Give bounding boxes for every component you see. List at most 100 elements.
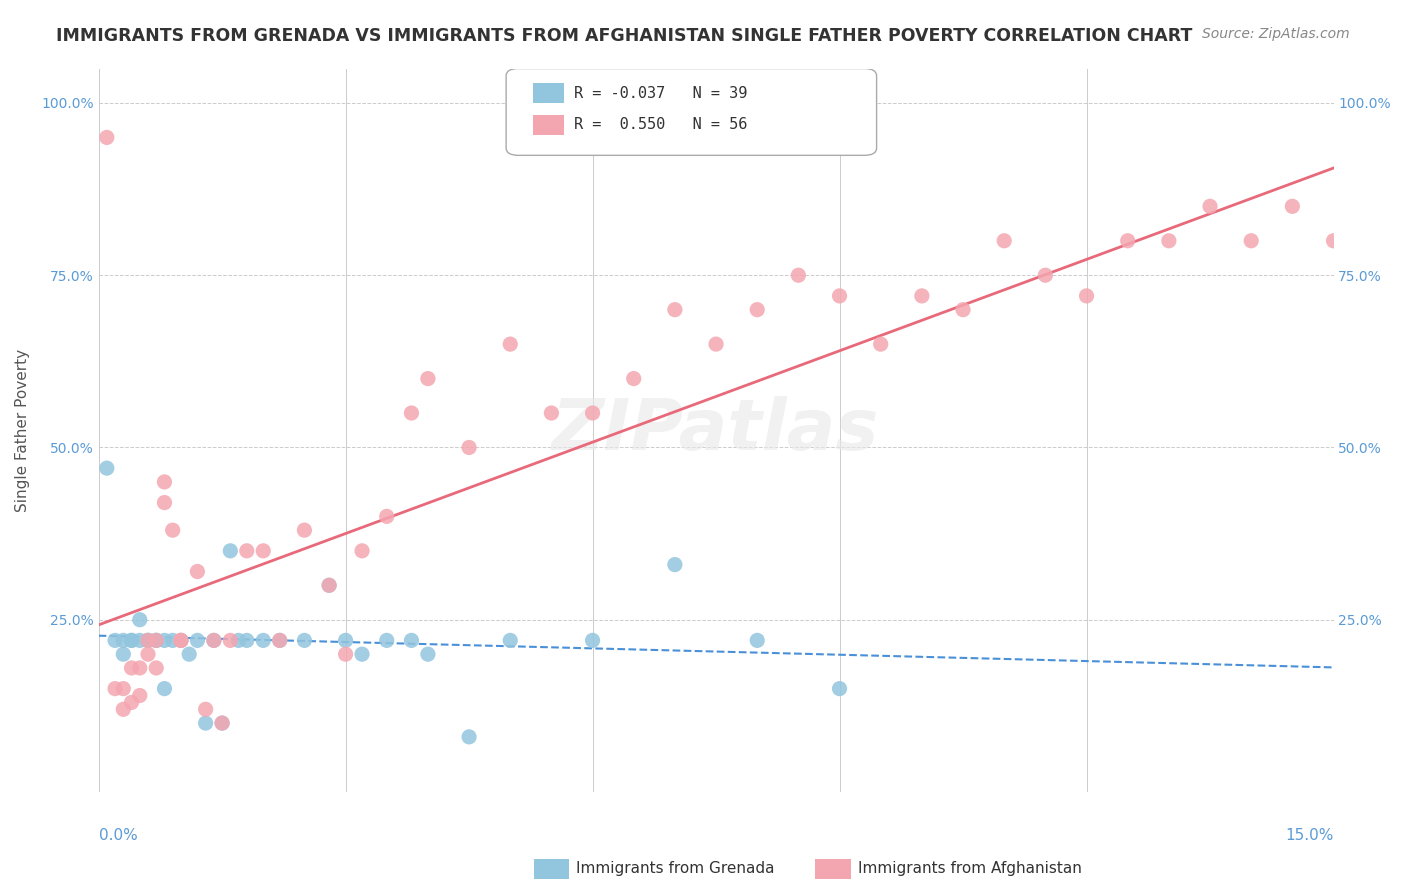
Point (747, 302, 769, 317)
Point (136, 633, 159, 648)
Point (1157, 234, 1180, 248)
Point (1405, 199, 1406, 213)
Point (136, 633, 159, 648)
Y-axis label: Single Father Poverty: Single Father Poverty (15, 349, 30, 512)
Point (96, 130, 118, 145)
Point (664, 558, 686, 572)
Point (335, 647, 357, 661)
Point (747, 633, 769, 648)
Point (179, 647, 201, 661)
Point (416, 647, 439, 661)
Point (828, 681, 851, 696)
Point (1116, 234, 1139, 248)
Point (375, 633, 398, 648)
Point (145, 633, 167, 648)
Point (112, 681, 135, 696)
Point (153, 495, 176, 509)
Point (186, 633, 208, 648)
Text: 15.0%: 15.0% (1285, 828, 1333, 843)
Point (219, 633, 242, 648)
Point (252, 633, 274, 648)
Point (112, 647, 135, 661)
Point (416, 371, 439, 385)
Point (1281, 199, 1303, 213)
Text: Source: ZipAtlas.com: Source: ZipAtlas.com (1202, 27, 1350, 41)
Point (145, 661, 167, 675)
Text: R =  0.550   N = 56: R = 0.550 N = 56 (574, 118, 748, 132)
Point (1035, 268, 1057, 283)
Point (993, 234, 1015, 248)
Point (352, 544, 374, 558)
Point (153, 475, 176, 489)
Point (294, 523, 316, 537)
Point (952, 302, 974, 317)
Point (401, 633, 423, 648)
Point (121, 633, 143, 648)
Point (211, 716, 233, 731)
Point (294, 633, 316, 648)
Point (352, 647, 374, 661)
Point (318, 578, 340, 592)
Point (128, 689, 150, 703)
Point (1076, 289, 1098, 303)
Point (121, 633, 143, 648)
Point (162, 523, 184, 537)
Point (145, 633, 167, 648)
Point (112, 702, 135, 716)
Point (401, 406, 423, 420)
Point (787, 268, 810, 283)
Text: Immigrants from Afghanistan: Immigrants from Afghanistan (858, 862, 1081, 876)
Point (104, 633, 127, 648)
Point (121, 661, 143, 675)
Point (96, 461, 118, 475)
Point (153, 633, 176, 648)
Point (153, 681, 176, 696)
Point (1240, 234, 1263, 248)
Text: 0.0%: 0.0% (98, 828, 138, 843)
Point (219, 544, 242, 558)
Point (128, 613, 150, 627)
Point (581, 406, 603, 420)
Point (202, 633, 225, 648)
Point (375, 509, 398, 524)
Point (170, 633, 193, 648)
FancyBboxPatch shape (506, 69, 876, 155)
Point (869, 337, 891, 351)
Point (499, 633, 522, 648)
Point (236, 633, 259, 648)
Point (236, 544, 259, 558)
Text: Immigrants from Grenada: Immigrants from Grenada (576, 862, 775, 876)
Point (128, 633, 150, 648)
Point (121, 695, 143, 709)
Point (194, 702, 217, 716)
Point (318, 578, 340, 592)
Point (704, 337, 727, 351)
Point (911, 289, 934, 303)
Point (202, 633, 225, 648)
Point (104, 681, 127, 696)
Point (1364, 219, 1386, 234)
Point (170, 633, 193, 648)
Point (252, 544, 274, 558)
Point (269, 633, 291, 648)
Point (128, 661, 150, 675)
Point (664, 302, 686, 317)
Point (540, 406, 562, 420)
Point (623, 371, 645, 385)
Point (228, 633, 250, 648)
Point (170, 633, 193, 648)
FancyBboxPatch shape (533, 115, 564, 135)
Point (581, 633, 603, 648)
Point (458, 730, 481, 744)
Point (269, 633, 291, 648)
Point (335, 633, 357, 648)
Point (211, 716, 233, 731)
Point (194, 716, 217, 731)
Point (1199, 199, 1222, 213)
Text: IMMIGRANTS FROM GRENADA VS IMMIGRANTS FROM AFGHANISTAN SINGLE FATHER POVERTY COR: IMMIGRANTS FROM GRENADA VS IMMIGRANTS FR… (56, 27, 1192, 45)
Point (458, 441, 481, 455)
Point (112, 633, 135, 648)
Point (145, 633, 167, 648)
Text: ZIPatlas: ZIPatlas (553, 396, 880, 465)
Point (499, 337, 522, 351)
